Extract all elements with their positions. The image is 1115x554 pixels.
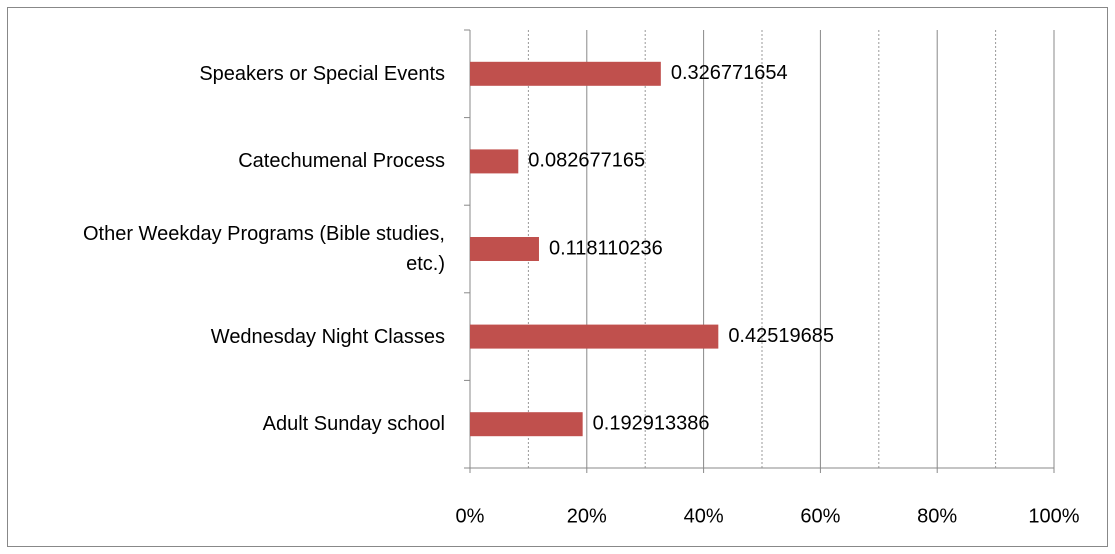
bar: [470, 237, 539, 261]
y-tick-label: Speakers or Special Events: [199, 62, 445, 85]
chart-border: [7, 7, 1108, 547]
x-tick-label: 100%: [1028, 505, 1079, 527]
y-tick-label: Adult Sunday school: [262, 413, 445, 436]
data-label: 0.326771654: [671, 62, 788, 84]
x-tick-label: 40%: [684, 505, 724, 527]
y-tick-label: Other Weekday Programs (Bible studies, e…: [82, 223, 445, 275]
bar: [470, 61, 661, 86]
bar: [470, 149, 519, 174]
bar: [470, 412, 583, 437]
x-tick-label: 0%: [456, 505, 485, 527]
data-label: 0.192913386: [593, 412, 710, 434]
data-label: 0.082677165: [528, 150, 645, 172]
x-tick-label: 20%: [567, 505, 607, 527]
bar: [470, 324, 719, 349]
data-label: 0.118110236: [549, 237, 663, 259]
data-label: 0.42519685: [728, 325, 834, 347]
y-tick-label: Wednesday Night Classes: [210, 325, 445, 348]
x-tick-label: 80%: [917, 505, 957, 527]
y-tick-label: Catechumenal Process: [238, 150, 445, 173]
x-tick-label: 60%: [800, 505, 840, 527]
